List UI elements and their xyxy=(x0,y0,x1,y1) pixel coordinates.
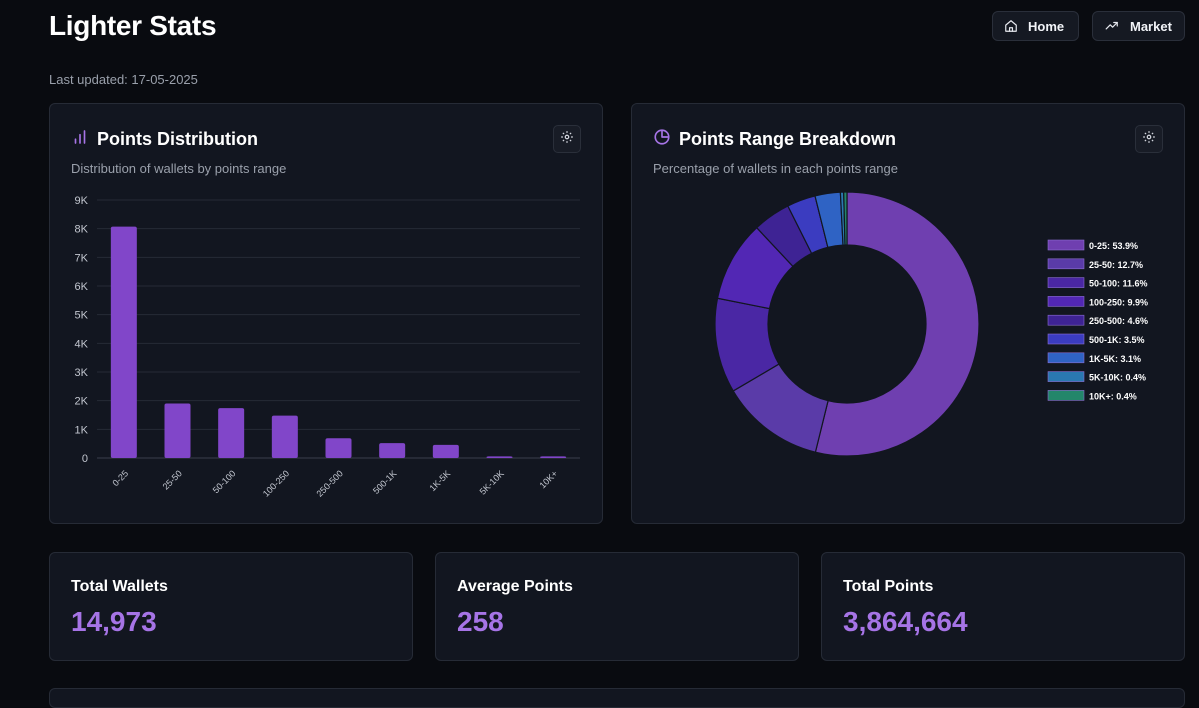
x-tick-label: 50-100 xyxy=(211,468,238,495)
legend-swatch xyxy=(1047,277,1085,288)
page-title: Lighter Stats xyxy=(49,10,217,41)
legend-swatch xyxy=(1047,296,1085,307)
average-points-card: Average Points 258 xyxy=(435,552,799,661)
average-points-value: 258 xyxy=(457,606,504,637)
home-icon xyxy=(1004,19,1018,33)
points-distribution-title: Points Distribution xyxy=(97,129,258,149)
legend-swatch xyxy=(1047,258,1085,270)
points-breakdown-chart: 0-25: 53.9% 25-50: 12.7% 50-100: 11.6% 100-… xyxy=(714,191,1148,457)
y-tick-label: 6K xyxy=(75,281,89,293)
home-button-label: Home xyxy=(1028,18,1065,34)
trending-up-icon xyxy=(1104,19,1120,33)
legend-label: 10K+: 0.4% xyxy=(1089,391,1137,401)
x-tick-label: 25-50 xyxy=(161,468,184,491)
total-wallets-card: Total Wallets 14,973 xyxy=(49,552,413,661)
x-tick-label: 500-1K xyxy=(371,468,399,496)
total-points-value: 3,864,664 xyxy=(843,606,968,637)
legend-label: 500-1K: 3.5% xyxy=(1089,335,1145,345)
market-button-label: Market xyxy=(1130,18,1172,34)
bar-50-100[interactable] xyxy=(218,408,245,458)
pie-slice-8[interactable] xyxy=(843,191,848,246)
legend-label: 0-25: 53.9% xyxy=(1089,241,1138,251)
distribution-settings-button[interactable] xyxy=(553,125,581,153)
y-tick-label: 0 xyxy=(82,453,88,465)
legend-label: 100-250: 9.9% xyxy=(1089,297,1148,307)
points-breakdown-title: Points Range Breakdown xyxy=(679,129,897,149)
average-points-label: Average Points xyxy=(457,578,573,595)
points-distribution-header: Points Distribution xyxy=(71,128,258,151)
y-tick-label: 7K xyxy=(75,252,89,264)
bar-500-1K[interactable] xyxy=(379,443,406,458)
home-button[interactable]: Home xyxy=(992,11,1079,41)
y-tick-label: 3K xyxy=(75,367,89,379)
legend-swatch xyxy=(1047,239,1085,251)
legend-swatch xyxy=(1047,390,1085,401)
x-tick-label: 100-250 xyxy=(261,468,291,498)
gear-icon xyxy=(560,130,574,149)
points-breakdown-subtitle: Percentage of wallets in each points ran… xyxy=(653,161,898,176)
bar-0-25[interactable] xyxy=(110,226,137,458)
points-breakdown-header: Points Range Breakdown xyxy=(653,128,896,151)
x-tick-label: 250-500 xyxy=(314,468,344,498)
breakdown-settings-button[interactable] xyxy=(1135,125,1163,153)
bar-5K-10K[interactable] xyxy=(486,456,513,458)
bar-100-250[interactable] xyxy=(271,415,298,458)
points-breakdown-card: Points Range Breakdown Percentage of wal… xyxy=(631,103,1185,524)
gear-icon xyxy=(1142,130,1156,149)
legend-label: 250-500: 4.6% xyxy=(1089,316,1148,326)
legend-swatch xyxy=(1047,333,1085,345)
total-wallets-value: 14,973 xyxy=(71,606,157,637)
legend-label: 50-100: 11.6% xyxy=(1089,279,1148,289)
total-points-card: Total Points 3,864,664 xyxy=(821,552,1185,661)
legend-swatch xyxy=(1047,371,1085,382)
legend-swatch xyxy=(1047,314,1085,326)
total-points-label: Total Points xyxy=(843,578,934,595)
y-tick-label: 5K xyxy=(75,310,89,322)
y-tick-label: 1K xyxy=(75,424,89,436)
total-wallets-label: Total Wallets xyxy=(71,578,168,595)
points-distribution-subtitle: Distribution of wallets by points range xyxy=(71,161,287,176)
next-section-card xyxy=(49,688,1185,708)
market-button[interactable]: Market xyxy=(1092,11,1185,41)
x-tick-label: 0-25 xyxy=(110,468,130,488)
bar-chart-icon xyxy=(71,128,89,151)
bar-10K+[interactable] xyxy=(540,456,567,458)
bar-1K-5K[interactable] xyxy=(432,444,459,458)
last-updated-text: Last updated: 17-05-2025 xyxy=(49,72,198,87)
points-distribution-card: Points Distribution Distribution of wall… xyxy=(49,103,603,524)
x-tick-label: 5K-10K xyxy=(478,468,506,496)
y-tick-label: 9K xyxy=(75,195,89,207)
y-tick-label: 4K xyxy=(75,338,89,350)
legend-label: 5K-10K: 0.4% xyxy=(1089,373,1146,383)
y-tick-label: 8K xyxy=(75,224,89,236)
legend-label: 25-50: 12.7% xyxy=(1089,260,1143,270)
bar-25-50[interactable] xyxy=(164,403,191,458)
y-tick-label: 2K xyxy=(75,396,89,408)
pie-slice-0[interactable] xyxy=(814,191,980,457)
bar-250-500[interactable] xyxy=(325,438,352,458)
pie-chart-icon xyxy=(653,128,671,151)
points-distribution-chart: 0 1K 2K 3K 4K 5K 6K 7K 8K 9K 0-25 25-50 50-100 100-25… xyxy=(75,195,580,499)
x-tick-label: 1K-5K xyxy=(427,468,452,493)
legend-swatch xyxy=(1047,352,1085,364)
legend-label: 1K-5K: 3.1% xyxy=(1089,354,1141,364)
x-tick-label: 10K+ xyxy=(537,468,559,490)
